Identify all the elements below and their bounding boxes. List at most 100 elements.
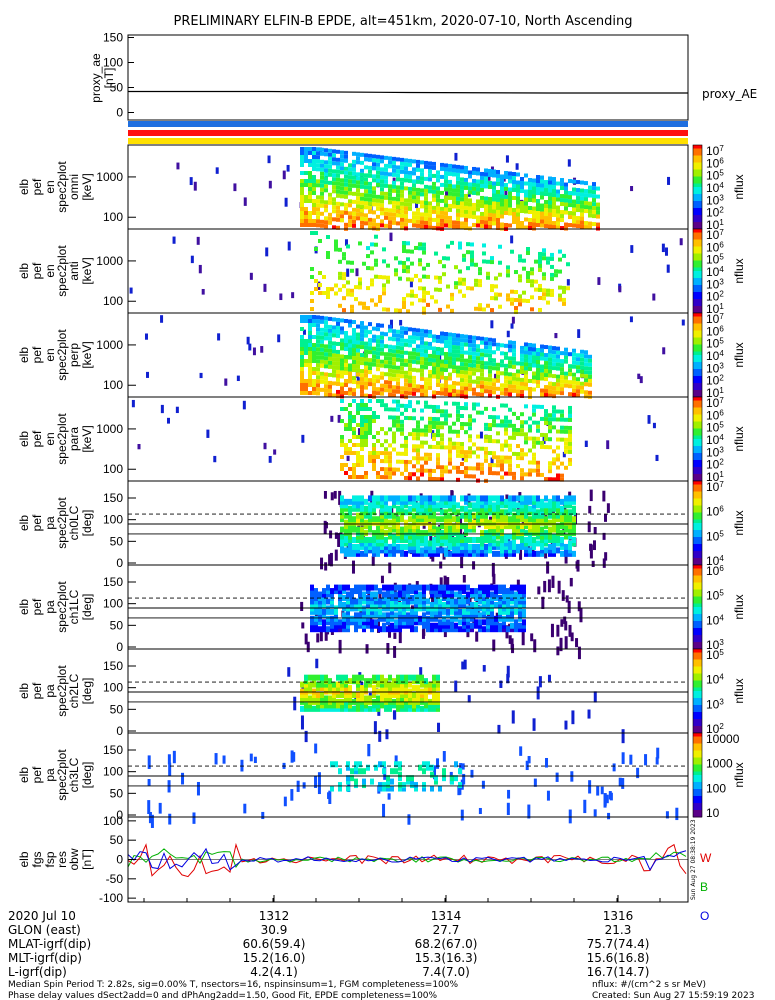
spectrogram-cell — [464, 378, 468, 383]
spectrogram-cell — [342, 296, 346, 301]
spectrogram-cell — [418, 619, 422, 626]
spectrogram-cell — [372, 354, 376, 359]
spectrogram-cell — [446, 612, 450, 619]
spectrogram-cell — [380, 533, 384, 540]
spectrogram-cell — [470, 250, 474, 255]
spectrogram-cell — [540, 376, 544, 381]
spectrogram-cell — [384, 195, 388, 200]
spectrogram-cell — [328, 200, 332, 205]
pef_en_spec2plot_perp-colorbar-cell — [693, 390, 702, 394]
spectrogram-cell — [312, 391, 316, 395]
spectrogram-cell — [410, 598, 414, 605]
spectrogram-cell — [504, 363, 508, 368]
spectrogram-cell — [482, 608, 486, 615]
spectrogram-cell — [310, 615, 314, 622]
spectrogram-cell — [492, 451, 496, 456]
spectrogram-cell — [304, 147, 308, 151]
spectrogram-cell — [448, 392, 452, 397]
spectrogram-cell — [580, 357, 584, 362]
spectrogram-cell — [440, 473, 444, 478]
spectrogram-cell — [456, 543, 460, 550]
spectrogram-cell — [404, 362, 408, 367]
spectrogram-cell — [400, 547, 404, 554]
spectrogram-cell — [432, 197, 436, 202]
spectrogram-cell — [320, 327, 324, 332]
spectrogram-cell — [300, 195, 304, 199]
spectrogram-cell — [526, 270, 530, 275]
spectrogram-cell — [392, 345, 396, 350]
spectrogram-cell — [300, 203, 304, 207]
spectrogram-cell — [412, 516, 416, 523]
spectrogram-cell — [576, 361, 580, 366]
spectrogram-cell — [460, 177, 464, 182]
spectrogram-cell — [476, 454, 480, 459]
spectrogram-cell — [522, 588, 526, 595]
spectrogram-cell — [506, 612, 510, 619]
spectrogram-cell — [440, 206, 444, 211]
spectrogram-cell — [546, 256, 550, 261]
spectrogram-cell — [548, 349, 552, 354]
spectrogram-cell — [316, 383, 320, 388]
spectrogram-cell — [452, 516, 456, 523]
spectrogram-cell — [380, 403, 384, 408]
spectrogram-cell — [338, 619, 342, 626]
spectrogram-cell — [464, 526, 468, 533]
spectrogram-cell — [468, 174, 472, 179]
spectrogram-cell — [392, 526, 396, 533]
spectrogram-cell — [484, 377, 488, 382]
spectrogram-cell — [320, 702, 324, 709]
spectrogram-cell — [460, 185, 464, 190]
spectrogram-cell — [422, 266, 426, 271]
spectrogram-cell — [372, 509, 376, 516]
spectrogram-cell — [368, 205, 372, 210]
spectrogram-cell — [548, 184, 552, 189]
spectrogram-cell — [378, 730, 382, 742]
spectrogram-cell — [368, 394, 372, 399]
spectrogram-cell — [388, 533, 392, 540]
spectrogram-cell — [410, 615, 414, 622]
spectrogram-cell — [448, 183, 452, 188]
spectrogram-cell — [484, 172, 488, 177]
spectrogram-cell — [396, 205, 400, 210]
spectrogram-cell — [356, 200, 360, 205]
spectrogram-cell — [408, 339, 412, 344]
spectrogram-cell — [468, 547, 472, 554]
spectrogram-cell — [508, 344, 512, 349]
spectrogram-cell — [350, 292, 354, 297]
spectrogram-cell — [340, 512, 344, 519]
spectrogram-cell — [458, 588, 462, 595]
spectrogram-cell — [312, 207, 316, 211]
spectrogram-cell — [519, 549, 523, 560]
spectrogram-cell — [496, 370, 500, 375]
pef_en_spec2plot_anti-colorbar-cell — [693, 229, 702, 233]
spectrogram-cell — [524, 452, 528, 457]
spectrogram-cell — [428, 502, 432, 509]
spectrogram-cell — [550, 623, 554, 638]
spectrogram-cell — [540, 440, 544, 445]
spectrogram-cell — [446, 304, 450, 309]
spectrogram-cell — [478, 622, 482, 629]
spectrogram-cell — [404, 210, 408, 215]
spectrogram-cell — [460, 547, 464, 554]
spectrogram-cell — [528, 468, 532, 473]
spectrogram-cell — [396, 516, 400, 523]
spectrogram-cell — [324, 521, 328, 529]
spectrogram-cell — [514, 622, 518, 629]
spectrogram-cell — [380, 371, 384, 376]
spectrogram-cell — [562, 297, 566, 302]
spectrogram-cell — [572, 199, 576, 204]
spectrogram-cell — [268, 180, 272, 189]
spectrogram-cell — [432, 444, 436, 449]
spectrogram-cell — [540, 498, 544, 505]
spectrogram-cell — [524, 362, 528, 367]
spectrogram-cell — [444, 364, 448, 369]
spectrogram-cell — [452, 200, 456, 205]
spectrogram-cell — [476, 348, 480, 353]
spectrogram-cell — [424, 341, 428, 346]
spectrogram-cell — [374, 274, 378, 279]
spectrogram-cell — [400, 411, 404, 416]
spectrogram-cell — [364, 189, 368, 194]
spectrogram-cell — [512, 183, 516, 188]
spectrogram-cell — [201, 288, 205, 295]
spectrogram-cell — [476, 207, 480, 212]
